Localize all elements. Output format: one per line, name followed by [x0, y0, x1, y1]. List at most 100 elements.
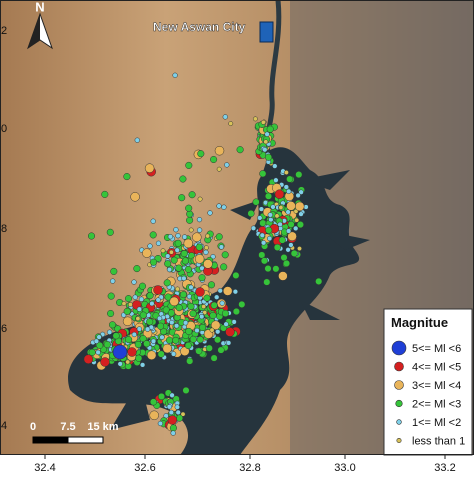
epicenter: [174, 239, 182, 247]
scale-bar: 0 7.5 15 km: [30, 421, 119, 444]
epicenter: [198, 274, 206, 282]
epicenter: [167, 234, 174, 240]
epicenter: [160, 327, 168, 336]
epicenter: [222, 286, 233, 296]
epicenter: [150, 338, 157, 344]
epicenter: [270, 204, 276, 210]
epicenter: [173, 323, 180, 329]
epicenter: [157, 350, 165, 358]
epicenter: [196, 336, 204, 344]
epicenter: [149, 398, 158, 406]
epicenter: [262, 147, 268, 153]
epicenter: [220, 263, 228, 271]
epicenter: [266, 235, 273, 242]
legend-marker: [395, 399, 403, 408]
epicenter: [195, 347, 203, 355]
epicenter: [123, 307, 131, 315]
x-tick-label: 33.2: [434, 462, 455, 474]
epicenter: [96, 341, 104, 349]
epicenter: [278, 236, 286, 244]
epicenter: [259, 170, 267, 178]
epicenter: [172, 72, 178, 78]
epicenter: [133, 265, 141, 273]
epicenter: [264, 153, 273, 161]
epicenter: [203, 294, 211, 302]
y-tick-label: 6: [1, 323, 7, 335]
epicenter: [139, 311, 147, 319]
epicenter: [215, 233, 223, 241]
epicenter: [149, 410, 159, 421]
epicenter: [263, 139, 269, 145]
x-tick-label: 33.0: [334, 462, 355, 474]
epicenter: [95, 349, 101, 356]
epicenter: [189, 310, 197, 318]
legend-label: 1<= Ml <2: [412, 417, 461, 429]
epicenter: [125, 336, 133, 344]
epicenter: [175, 233, 181, 239]
epicenter: [184, 265, 192, 273]
epicenter: [225, 340, 232, 346]
epicenter: [209, 327, 215, 333]
epicenter: [210, 155, 218, 164]
epicenter: [214, 294, 220, 300]
epicenter: [221, 251, 229, 259]
epicenter: [188, 284, 194, 290]
epicenter: [186, 210, 194, 218]
epicenter: [224, 162, 230, 168]
epicenter: [286, 188, 292, 195]
epicenter: [183, 238, 194, 249]
epicenter: [185, 327, 193, 335]
epicenter: [210, 354, 218, 362]
legend-marker: [391, 340, 407, 356]
epicenter: [149, 231, 157, 239]
epicenter: [188, 227, 194, 233]
legend: Magnitue 5<= Ml <6 4<= Ml <5 3<= Ml <4 2<= …: [383, 308, 473, 456]
epicenter: [288, 242, 294, 248]
epicenter: [199, 323, 207, 332]
epicenter: [117, 361, 123, 367]
epicenter: [181, 275, 187, 282]
epicenter: [192, 232, 202, 242]
epicenter: [163, 279, 171, 287]
epicenter: [264, 192, 273, 200]
epicenter: [170, 430, 176, 436]
epicenter: [259, 232, 265, 238]
epicenter: [121, 301, 127, 307]
epicenter: [298, 211, 304, 217]
epicenter: [138, 296, 145, 302]
epicenter: [139, 362, 146, 368]
epicenter: [150, 218, 156, 224]
epicenter: [260, 240, 267, 246]
epicenter: [127, 302, 133, 307]
epicenter: [181, 257, 189, 265]
epicenter: [290, 249, 298, 257]
epicenter: [247, 209, 255, 218]
epicenter: [283, 170, 289, 175]
epicenter: [189, 335, 197, 343]
x-tick-label: 32.4: [34, 462, 55, 474]
epicenter: [179, 175, 187, 183]
epicenter: [274, 213, 280, 219]
north-arrow: N: [27, 0, 53, 50]
epicenter: [170, 351, 177, 357]
epicenter: [160, 248, 166, 254]
epicenter: [293, 225, 299, 232]
x-tick-label: 32.6: [134, 462, 155, 474]
epicenter: [274, 189, 285, 199]
epicenter: [175, 304, 183, 312]
epicenter: [201, 304, 207, 310]
epicenter: [143, 340, 151, 348]
epicenter: [166, 266, 173, 273]
epicenter: [272, 265, 280, 273]
epicenter: [175, 286, 180, 292]
epicenter: [285, 247, 291, 253]
epicenter: [197, 196, 203, 202]
epicenter: [134, 137, 140, 143]
epicenter: [260, 119, 266, 125]
epicenter: [180, 411, 186, 417]
epicenter: [258, 251, 266, 259]
epicenter: [266, 125, 274, 133]
epicenter: [136, 306, 143, 312]
epicenter: [263, 278, 271, 286]
epicenter: [135, 354, 143, 362]
